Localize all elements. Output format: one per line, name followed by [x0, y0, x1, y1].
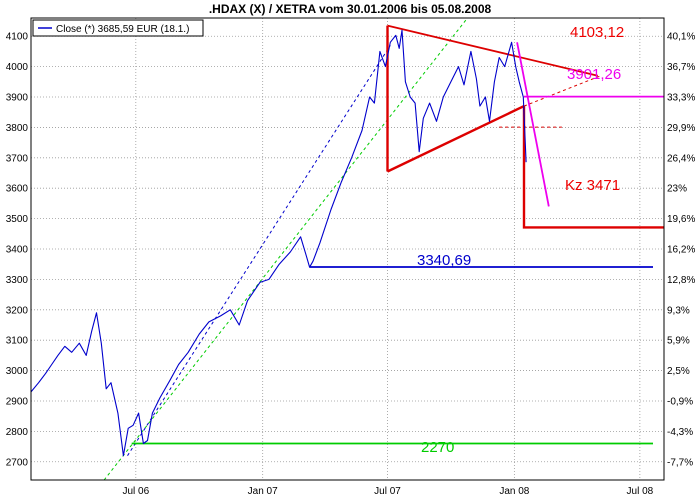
y-tick-label: 3000: [6, 366, 29, 377]
x-tick-label: Jan 08: [499, 486, 529, 497]
x-axis: Jul 06 Jan 07 Jul 07 Jan 08 Jul 08: [122, 486, 653, 497]
y2-tick-label: -0,9%: [667, 396, 693, 407]
y2-tick-label: 40,1%: [667, 32, 695, 43]
annotations: 4103,12 3901,26 Kz 3471 3340,69 2270: [417, 24, 624, 456]
trendline-lower-extension: [523, 75, 601, 107]
chart-title: .HDAX (X) / XETRA vom 30.01.2006 bis 05.…: [208, 2, 492, 16]
y-axis-right: -7,7% -4,3% -0,9% 2,5% 5,9% 9,3% 12,8% 16,2% 19,…: [667, 32, 695, 469]
y2-tick-label: -4,3%: [667, 427, 693, 438]
series-line: [30, 29, 527, 457]
annotation-3901: 3901,26: [567, 66, 621, 83]
y2-tick-label: 2,5%: [667, 366, 690, 377]
y2-tick-label: -7,7%: [667, 457, 693, 468]
trendline-drop-to-target: [522, 106, 664, 229]
y2-tick-label: 26,4%: [667, 153, 695, 164]
y-tick-label: 3100: [6, 336, 29, 347]
y2-tick-label: 36,7%: [667, 62, 695, 73]
legend-box: [32, 19, 204, 37]
trendline-projection: [516, 42, 550, 207]
y2-tick-label: 23%: [667, 184, 687, 195]
annotation-3340: 3340,69: [417, 252, 471, 269]
annotation-4103: 4103,12: [570, 24, 624, 41]
y2-tick-label: 9,3%: [667, 305, 690, 316]
y2-tick-label: 19,6%: [667, 214, 695, 225]
price-series: [30, 29, 527, 457]
y-tick-label: 3800: [6, 123, 29, 134]
trendline-triangle-lower: [386, 105, 525, 173]
y-tick-label: 3400: [6, 245, 29, 256]
y2-tick-label: 29,9%: [667, 123, 695, 134]
legend: Close (*) 3685,59 EUR (18.1.): [32, 19, 204, 37]
y-tick-label: 3500: [6, 214, 29, 225]
x-tick-label: Jul 06: [122, 486, 149, 497]
legend-label: Close (*) 3685,59 EUR (18.1.): [56, 24, 189, 35]
y-axis-left: 2700 2800 2900 3000 3100 3200 3300 3400 3500 3600…: [6, 32, 29, 469]
plot-frame: [30, 17, 665, 481]
trendline-support: [127, 45, 391, 456]
y-tick-label: 3600: [6, 184, 29, 195]
x-tick-label: Jul 07: [374, 486, 401, 497]
trendline-support: [103, 17, 468, 481]
y-tick-label: 3700: [6, 153, 29, 164]
annotation-2270: 2270: [421, 439, 454, 456]
y2-tick-label: 33,3%: [667, 93, 695, 104]
y-tick-label: 4100: [6, 32, 29, 43]
x-tick-label: Jul 08: [627, 486, 654, 497]
y2-tick-label: 5,9%: [667, 336, 690, 347]
y-tick-label: 3200: [6, 305, 29, 316]
annotation-kz3471: Kz 3471: [565, 177, 620, 194]
y-tick-label: 2700: [6, 457, 29, 468]
y2-tick-label: 16,2%: [667, 245, 695, 256]
y-tick-label: 3300: [6, 275, 29, 286]
y-tick-label: 2900: [6, 396, 29, 407]
y-tick-label: 3900: [6, 93, 29, 104]
x-tick-label: Jan 07: [248, 486, 278, 497]
y2-tick-label: 12,8%: [667, 275, 695, 286]
trendlines: [103, 17, 664, 481]
y-tick-label: 4000: [6, 62, 29, 73]
y-tick-label: 2800: [6, 427, 29, 438]
trendline-triangle-upper: [387, 24, 599, 77]
grid-lines: [31, 18, 664, 480]
